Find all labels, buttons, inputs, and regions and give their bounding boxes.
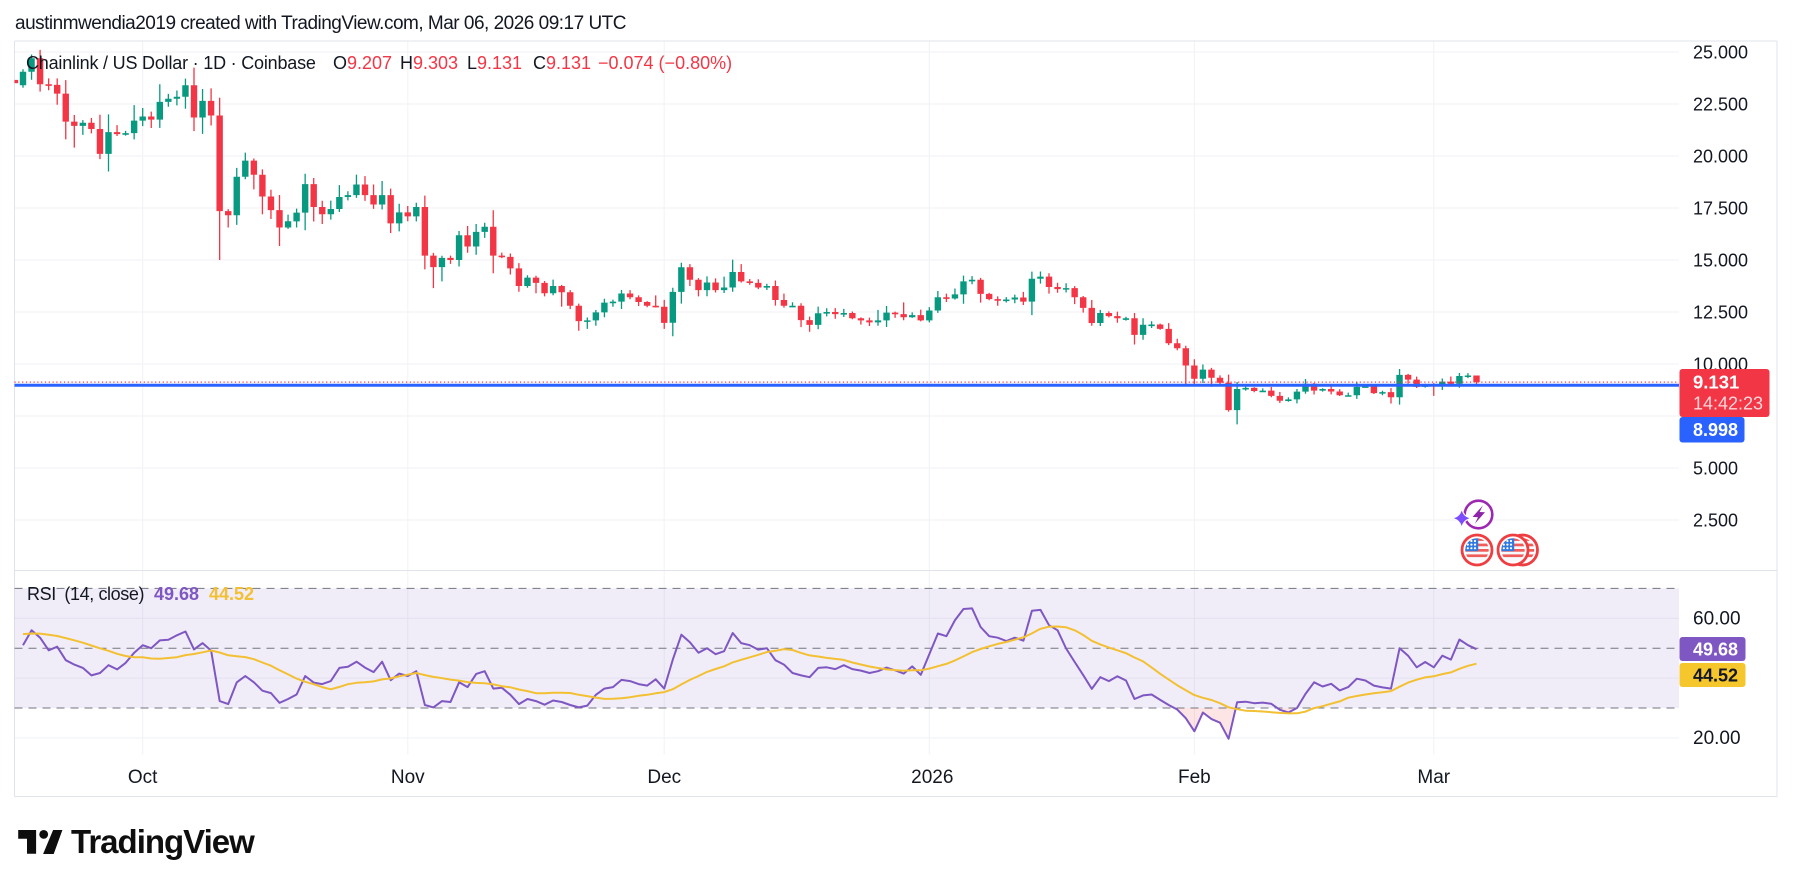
svg-text:RSI (14, close): RSI (14, close) xyxy=(27,584,144,604)
svg-text:17.500: 17.500 xyxy=(1693,198,1748,218)
svg-text:9.131: 9.131 xyxy=(1693,372,1739,393)
svg-text:20.000: 20.000 xyxy=(1693,146,1748,166)
svg-text:60.00: 60.00 xyxy=(1693,609,1741,630)
svg-text:O9.207: O9.207 xyxy=(333,53,392,73)
svg-text:C9.131: C9.131 xyxy=(533,53,591,73)
svg-text:22.500: 22.500 xyxy=(1693,94,1748,114)
svg-text:20.00: 20.00 xyxy=(1693,728,1741,749)
svg-text:44.52: 44.52 xyxy=(209,584,254,604)
svg-text:Dec: Dec xyxy=(647,767,681,788)
svg-text:−0.074 (−0.80%): −0.074 (−0.80%) xyxy=(598,53,732,73)
svg-text:49.68: 49.68 xyxy=(154,584,199,604)
svg-text:H9.303: H9.303 xyxy=(400,53,458,73)
svg-text:Oct: Oct xyxy=(128,767,158,788)
svg-text:25.000: 25.000 xyxy=(1693,42,1748,62)
svg-text:austinmwendia2019 created with: austinmwendia2019 created with TradingVi… xyxy=(15,13,626,34)
svg-text:5.000: 5.000 xyxy=(1693,458,1738,478)
svg-text:15.000: 15.000 xyxy=(1693,250,1748,270)
svg-text:2.500: 2.500 xyxy=(1693,510,1738,530)
svg-text:TradingView: TradingView xyxy=(71,823,255,860)
svg-text:14:42:23: 14:42:23 xyxy=(1693,394,1763,414)
svg-text:Chainlink / US Dollar · 1D · C: Chainlink / US Dollar · 1D · Coinbase xyxy=(26,53,316,73)
svg-text:Feb: Feb xyxy=(1178,767,1211,788)
svg-text:12.500: 12.500 xyxy=(1693,302,1748,322)
svg-text:L9.131: L9.131 xyxy=(467,53,522,73)
svg-text:44.52: 44.52 xyxy=(1693,666,1738,686)
svg-text:2026: 2026 xyxy=(911,767,953,788)
svg-text:Nov: Nov xyxy=(391,767,425,788)
svg-text:49.68: 49.68 xyxy=(1693,640,1738,660)
svg-text:Mar: Mar xyxy=(1417,767,1450,788)
svg-text:8.998: 8.998 xyxy=(1693,420,1738,440)
